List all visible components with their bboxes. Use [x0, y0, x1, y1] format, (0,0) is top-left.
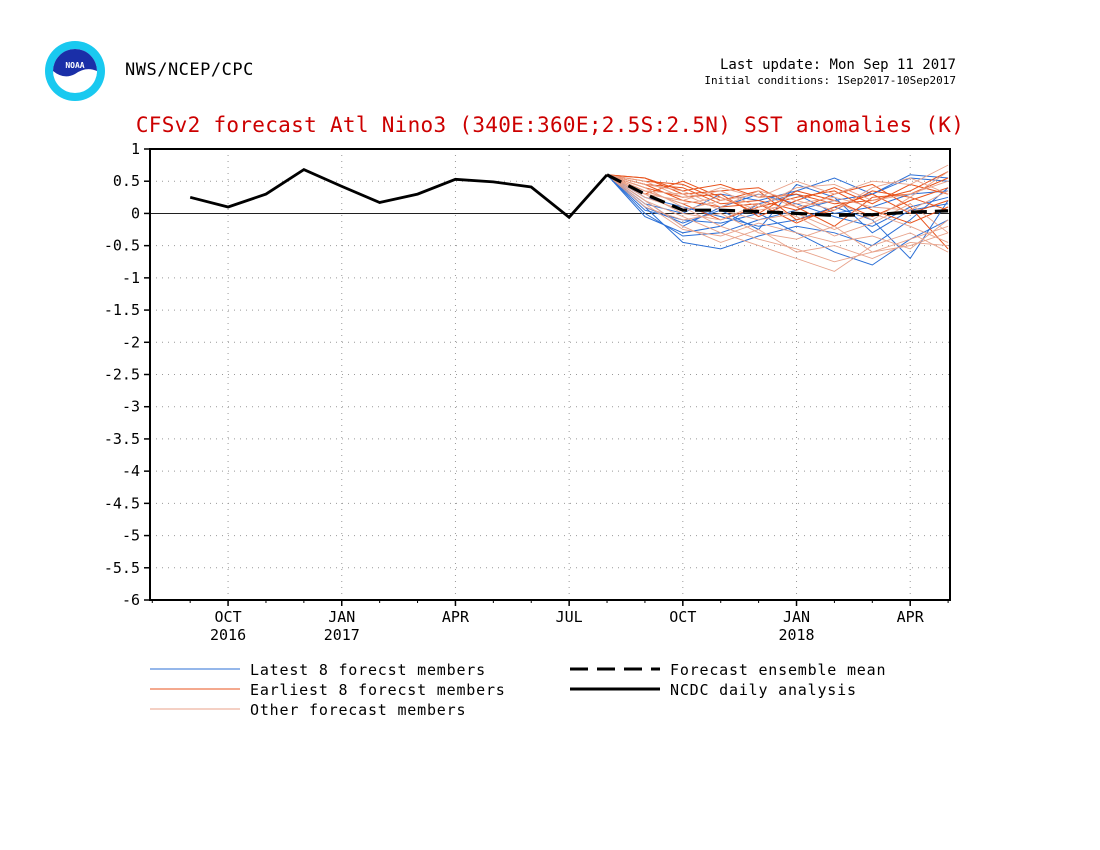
legend-label-other: Other forecast members: [250, 701, 466, 719]
legend-label-mean: Forecast ensemble mean: [670, 661, 886, 679]
noaa-logo: NOAA: [45, 41, 105, 101]
member-line-latest: [606, 174, 949, 234]
member-line-other: [606, 174, 949, 243]
legend-label-earliest: Earliest 8 forecst members: [250, 681, 506, 699]
last-update: Last update: Mon Sep 11 2017: [719, 57, 956, 73]
legend: Latest 8 forecst members Earliest 8 fore…: [150, 661, 886, 719]
y-tick-label: 0: [131, 204, 140, 222]
x-tick-label: JUL: [556, 608, 583, 626]
x-tick-label: JAN: [328, 608, 355, 626]
noaa-logo-text: NOAA: [65, 61, 84, 70]
grid: [150, 149, 950, 600]
y-tick-label: -1: [122, 269, 140, 287]
x-tick-year: 2016: [210, 626, 246, 644]
y-tick-label: -4.5: [104, 494, 140, 512]
y-tick-label: -1.5: [104, 301, 140, 319]
y-tick-label: 1: [131, 140, 140, 158]
y-axis: 1 0.5 0 -0.5 -1 -1.5 -2 -2.5 -3 -3.5 -4 -4.5 -5 -5.5 -…: [104, 140, 150, 609]
ensemble-mean: [606, 173, 949, 218]
y-tick-label: -0.5: [104, 237, 140, 255]
member-line-other: [606, 174, 949, 211]
y-tick-label: -4: [122, 462, 140, 480]
x-tick-label: APR: [442, 608, 470, 626]
forecast-members: [606, 164, 949, 272]
y-tick-label: 0.5: [113, 172, 140, 190]
member-line-other: [606, 174, 949, 272]
member-line-earliest: [606, 174, 949, 221]
member-line-other: [606, 174, 949, 250]
y-tick-label: -6: [122, 591, 140, 609]
y-tick-label: -2: [122, 333, 140, 351]
member-line-other: [606, 174, 949, 211]
y-tick-label: -5.5: [104, 559, 140, 577]
x-tick-year: 2018: [778, 626, 814, 644]
x-tick-label: OCT: [215, 608, 242, 626]
y-tick-label: -5: [122, 527, 140, 545]
x-tick-label: JAN: [783, 608, 810, 626]
x-tick-label: APR: [897, 608, 925, 626]
chart-title: CFSv2 forecast Atl Nino3 (340E:360E;2.5S…: [135, 113, 965, 137]
org-label: NWS/NCEP/CPC: [125, 60, 254, 80]
y-tick-label: -2.5: [104, 366, 140, 384]
member-line-other: [606, 174, 949, 208]
x-tick-year: 2017: [324, 626, 360, 644]
analysis-line: [189, 168, 609, 220]
ensemble-mean-line: [606, 173, 949, 218]
member-line-other: [606, 174, 949, 259]
analysis-line: [189, 168, 609, 220]
y-tick-label: -3.5: [104, 430, 140, 448]
legend-label-analysis: NCDC daily analysis: [670, 681, 857, 699]
legend-label-latest: Latest 8 forecst members: [250, 661, 486, 679]
initial-conditions: Initial conditions: 1Sep2017-10Sep2017: [704, 74, 956, 87]
y-tick-label: -3: [122, 398, 140, 416]
x-tick-label: OCT: [669, 608, 696, 626]
